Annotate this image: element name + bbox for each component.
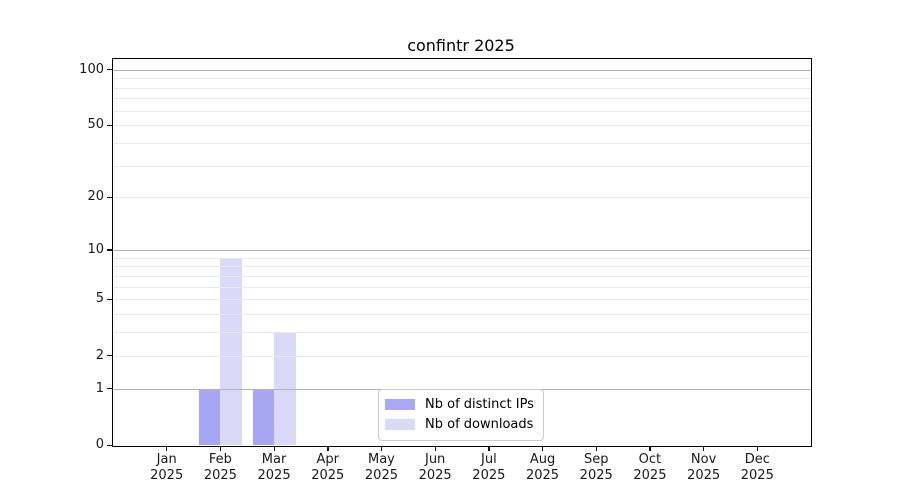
y-tick-mark-100 — [107, 69, 112, 71]
major-gridline-100 — [113, 69, 811, 71]
x-tick-label-dec: Dec 2025 — [740, 452, 774, 483]
bar-feb-distinct-ips — [198, 388, 221, 445]
minor-gridline-7 — [113, 275, 811, 277]
x-tick-mark-oct — [649, 446, 651, 451]
minor-gridline-5 — [113, 299, 811, 301]
x-tick-mark-jan — [166, 446, 168, 451]
minor-gridline-80 — [113, 87, 811, 89]
y-tick-mark-20 — [107, 196, 112, 199]
minor-gridline-2 — [113, 355, 811, 357]
y-tick-label-20: 20 — [87, 189, 104, 205]
y-tick-mark-50 — [107, 124, 112, 126]
x-tick-mark-apr — [327, 446, 329, 451]
minor-gridline-60 — [113, 110, 811, 112]
y-tick-mark-10 — [107, 249, 112, 251]
x-tick-mark-may — [380, 446, 383, 451]
plot-area: Nb of distinct IPs Nb of downloads — [113, 59, 811, 445]
minor-gridline-8 — [113, 266, 811, 268]
legend-swatch-downloads — [385, 419, 415, 430]
minor-gridline-20 — [113, 197, 811, 199]
x-tick-label-jul: Jul 2025 — [472, 452, 506, 483]
minor-gridline-40 — [113, 142, 811, 144]
x-tick-mark-jul — [488, 446, 490, 451]
minor-gridline-70 — [113, 98, 811, 100]
x-tick-label-sep: Sep 2025 — [579, 452, 613, 483]
bar-feb-downloads — [220, 257, 242, 445]
legend-swatch-distinct-ips — [385, 399, 415, 410]
bar-mar-distinct-ips — [252, 388, 275, 445]
minor-gridline-30 — [113, 165, 811, 167]
x-tick-mark-dec — [756, 446, 759, 451]
y-tick-mark-5 — [107, 298, 112, 301]
x-tick-label-jun: Jun 2025 — [418, 452, 452, 483]
x-tick-label-feb: Feb 2025 — [203, 452, 237, 483]
y-tick-label-5: 5 — [95, 291, 104, 307]
y-tick-label-0: 0 — [95, 437, 104, 452]
legend-item-downloads: Nb of downloads — [385, 415, 534, 434]
x-tick-label-mar: Mar 2025 — [257, 452, 291, 483]
minor-gridline-4 — [113, 314, 811, 316]
minor-gridline-9 — [113, 257, 811, 259]
y-tick-label-100: 100 — [79, 61, 104, 77]
y-tick-label-50: 50 — [87, 117, 104, 133]
x-tick-label-nov: Nov 2025 — [687, 452, 721, 483]
y-tick-mark-0 — [107, 444, 112, 446]
minor-gridline-6 — [113, 286, 811, 288]
x-tick-label-aug: Aug 2025 — [525, 452, 560, 483]
chart-title: confintr 2025 — [407, 36, 515, 55]
x-tick-mark-nov — [703, 446, 705, 451]
x-tick-label-may: May 2025 — [364, 452, 398, 483]
x-tick-label-apr: Apr 2025 — [311, 452, 345, 483]
minor-gridline-50 — [113, 125, 811, 127]
legend: Nb of distinct IPs Nb of downloads — [378, 389, 544, 441]
x-tick-label-oct: Oct 2025 — [633, 452, 667, 483]
minor-gridline-3 — [113, 332, 811, 334]
y-tick-label-2: 2 — [95, 347, 104, 363]
y-tick-label-10: 10 — [87, 241, 104, 257]
x-tick-mark-sep — [595, 446, 598, 451]
x-tick-mark-jun — [434, 446, 436, 451]
x-tick-mark-aug — [542, 446, 544, 451]
y-tick-mark-2 — [107, 355, 112, 357]
bar-mar-downloads — [274, 332, 296, 445]
major-gridline-10 — [113, 249, 811, 251]
y-tick-mark-1 — [107, 388, 112, 390]
y-tick-label-1: 1 — [95, 380, 104, 396]
x-tick-label-jan: Jan 2025 — [150, 452, 184, 483]
x-tick-mark-mar — [273, 446, 275, 451]
legend-label-downloads: Nb of downloads — [425, 417, 534, 432]
minor-gridline-90 — [113, 78, 811, 80]
legend-label-distinct-ips: Nb of distinct IPs — [425, 397, 534, 412]
legend-item-distinct-ips: Nb of distinct IPs — [385, 395, 534, 414]
x-tick-mark-feb — [219, 446, 222, 451]
